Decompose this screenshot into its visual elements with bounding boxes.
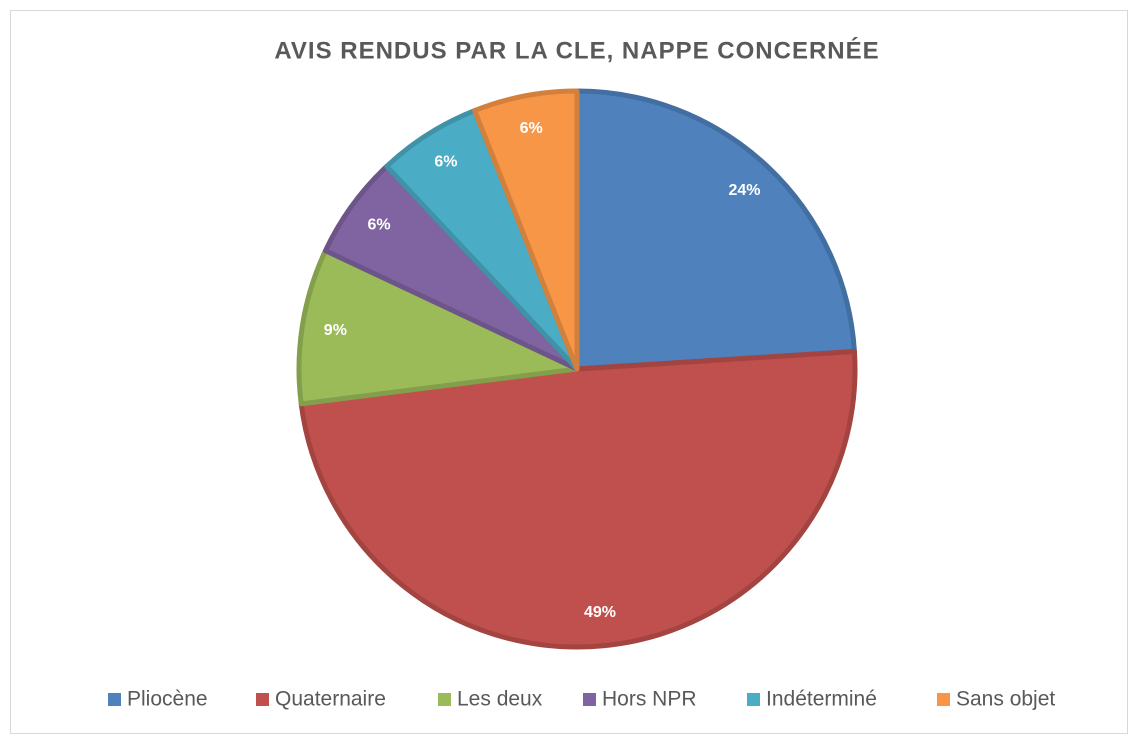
- pie-slice: [296, 248, 580, 407]
- data-label: 6%: [434, 154, 457, 171]
- legend-label: Indéterminé: [766, 688, 877, 711]
- legend-label: Quaternaire: [275, 688, 386, 711]
- legend-label: Pliocène: [127, 688, 208, 711]
- data-label: 9%: [324, 322, 347, 339]
- data-label: 49%: [584, 604, 616, 621]
- pie-slice: [298, 349, 858, 650]
- pie-slice: [472, 88, 580, 372]
- chart-title: AVIS RENDUS PAR LA CLE, NAPPE CONCERNÉE: [274, 36, 879, 64]
- data-label: 24%: [728, 182, 760, 199]
- legend-label: Sans objet: [956, 688, 1055, 711]
- pie-slice: [574, 88, 857, 372]
- legend-label: Les deux: [457, 688, 543, 711]
- data-label: 6%: [520, 120, 543, 137]
- data-label: 6%: [368, 216, 391, 233]
- legend-swatch: [256, 693, 269, 706]
- legend-swatch: [438, 693, 451, 706]
- legend-swatch: [583, 693, 596, 706]
- legend-swatch: [747, 693, 760, 706]
- legend-swatch: [108, 693, 121, 706]
- legend-label: Hors NPR: [602, 688, 697, 711]
- legend-swatch: [937, 693, 950, 706]
